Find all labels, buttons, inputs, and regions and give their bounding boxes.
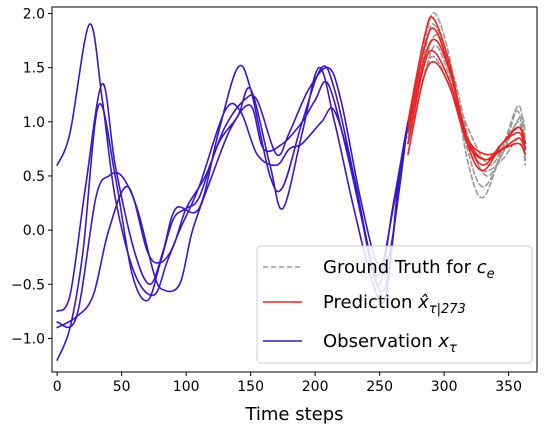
legend-box <box>256 245 533 364</box>
legend-label-subscript: τ <box>449 341 457 356</box>
x-tick-label: 100 <box>173 379 200 395</box>
legend-label-subscript: e <box>487 267 495 282</box>
legend: Ground Truth for ce Prediction x̂τ|273 Obs… <box>256 245 533 364</box>
legend-label-3: Observation xτ <box>323 331 457 356</box>
y-tick-label: 0.0 <box>23 223 45 239</box>
observation-series-line-4 <box>56 80 409 329</box>
x-tick-label: 300 <box>431 379 458 395</box>
x-tick-label: 200 <box>302 379 329 395</box>
y-tick-label: 1.0 <box>23 115 45 131</box>
series-layer <box>56 12 527 361</box>
x-tick-label: 350 <box>495 379 522 395</box>
x-axis-ticks: 0 50 100 150 200 250 300 350 <box>53 372 522 395</box>
x-tick-label: 150 <box>237 379 264 395</box>
y-tick-label: 0.5 <box>23 169 45 185</box>
legend-label-symbol: x̂ <box>417 292 429 313</box>
legend-label-text: Prediction <box>323 292 418 313</box>
ground-truth-series-line-1 <box>407 12 527 199</box>
ground-truth-series-line-2 <box>407 23 527 188</box>
x-tick-label: 0 <box>53 379 62 395</box>
plot-frame <box>51 6 538 373</box>
legend-label-symbol: c <box>477 257 487 278</box>
y-tick-label: −0.5 <box>11 277 45 293</box>
prediction-series-line-5 <box>407 60 527 161</box>
legend-label-1: Ground Truth for ce <box>323 257 495 282</box>
legend-label-text: Ground Truth for <box>323 257 477 278</box>
y-tick-label: −1.0 <box>11 331 45 347</box>
prediction-series-line-4 <box>407 49 527 156</box>
legend-label-symbol: x <box>437 331 449 352</box>
legend-label-subscript: τ|273 <box>429 302 466 317</box>
x-axis-label: Time steps <box>244 404 343 425</box>
observation-series-line-5 <box>56 66 409 329</box>
observation-series-line-3 <box>56 66 409 361</box>
x-tick-label: 250 <box>366 379 393 395</box>
legend-label-text: Observation <box>323 331 438 352</box>
x-tick-label: 50 <box>113 379 131 395</box>
y-tick-label: 1.5 <box>23 61 45 77</box>
y-axis-ticks: −1.0 −0.5 0.0 0.5 1.0 1.5 2.0 <box>11 6 52 347</box>
legend-label-2: Prediction x̂τ|273 <box>323 292 466 317</box>
y-tick-label: 2.0 <box>23 6 45 22</box>
